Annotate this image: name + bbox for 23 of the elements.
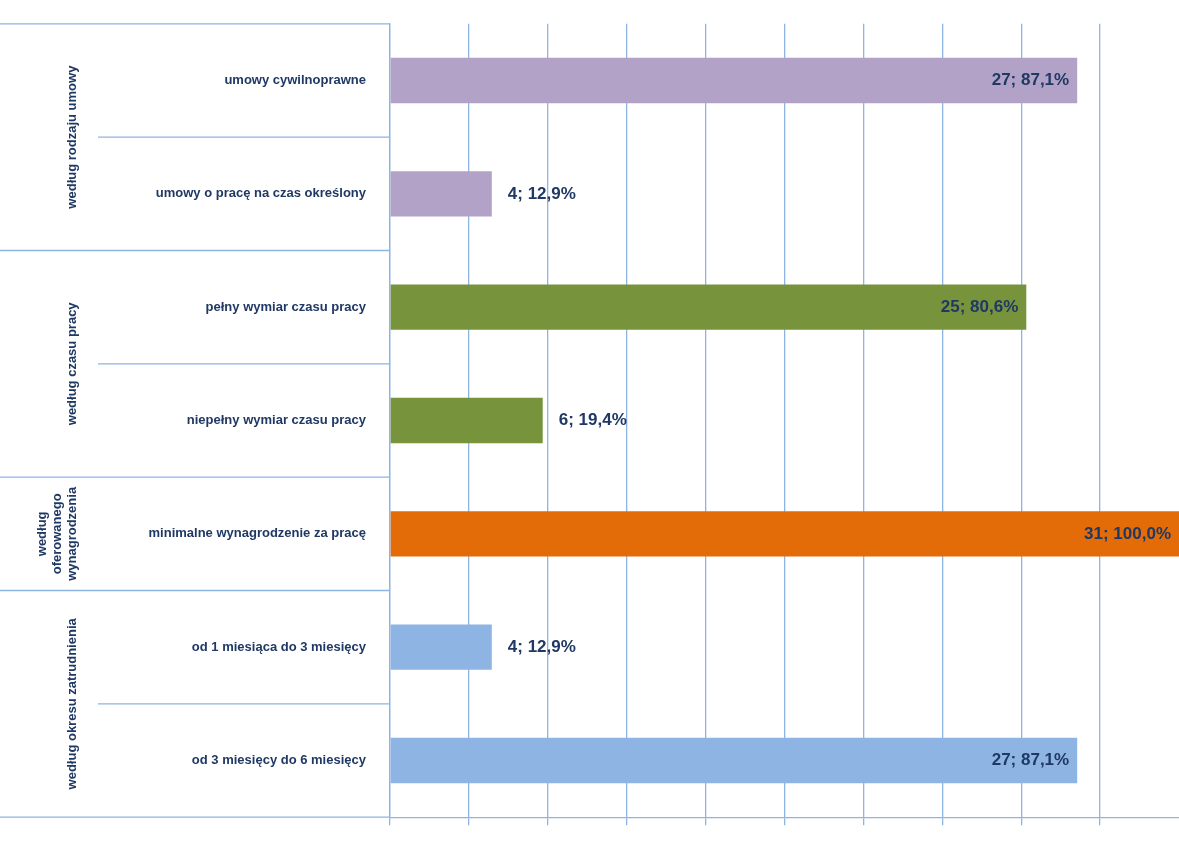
text: według okresu zatrudnienia [63,617,79,791]
bar [390,511,1179,557]
text: według rodzaju umowy [63,64,79,210]
y-tick-label: umowy cywilnoprawne [224,72,366,88]
y-tick-label: niepełny wymiar czasu pracy [186,412,367,428]
bar [390,171,492,217]
text: według oferowanego wynagrodzenia [33,486,79,582]
bar [390,397,543,444]
y-tick-label: pełny wymiar czasu pracy [205,298,367,314]
data-label: 27; 87,1% [991,750,1070,770]
y-tick-label: od 1 miesiąca do 3 miesięcy [191,638,367,654]
bar [390,284,1027,330]
data-label: 4; 12,9% [507,636,576,656]
data-label: 31; 100,0% [1084,523,1171,543]
data-label: 6; 19,4% [558,410,627,430]
text: według czasu pracy [63,301,79,427]
y-tick-label: umowy o pracę na czas określony [155,185,367,201]
bar [390,57,1078,104]
y-tick-label: minimalne wynagrodzenie za pracę [148,525,366,541]
data-label: 27; 87,1% [991,70,1070,90]
y-tick-label: od 3 miesięcy do 6 miesięcy [191,752,367,768]
data-label: 25; 80,6% [940,296,1019,316]
data-label: 4; 12,9% [507,183,576,203]
